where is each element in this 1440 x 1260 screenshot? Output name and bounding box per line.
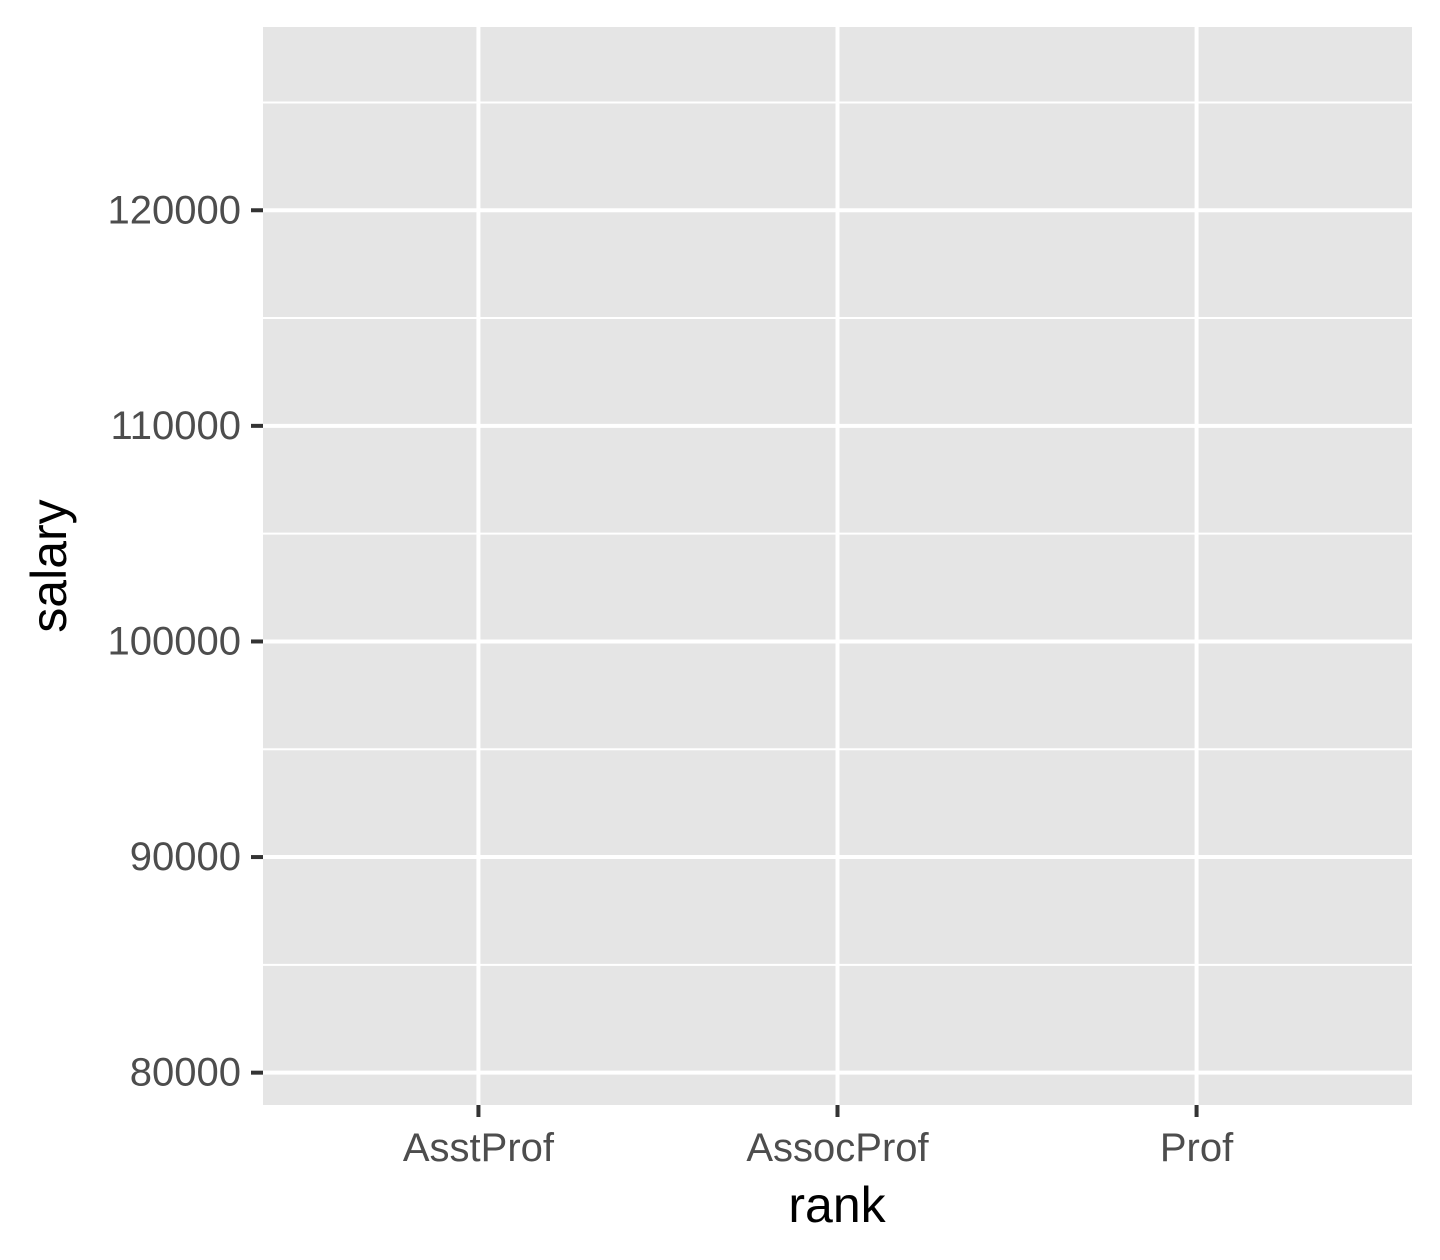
y-tick-label: 110000 xyxy=(110,404,241,448)
x-tick-label: AsstProf xyxy=(403,1126,555,1170)
y-tick-label: 100000 xyxy=(108,619,241,663)
y-axis: 80000 90000 100000 110000 120000 xyxy=(108,188,263,1095)
x-axis-title: rank xyxy=(788,1177,886,1233)
x-axis: AsstProf AssocProf Prof xyxy=(403,1105,1234,1170)
major-gridlines xyxy=(263,27,1412,1105)
y-axis-title: salary xyxy=(21,499,77,632)
y-tick-label: 120000 xyxy=(108,188,241,232)
x-tick-label: Prof xyxy=(1160,1126,1234,1170)
x-tick-label: AssocProf xyxy=(746,1126,929,1170)
y-tick-label: 90000 xyxy=(130,835,241,879)
y-tick-label: 80000 xyxy=(130,1051,241,1095)
